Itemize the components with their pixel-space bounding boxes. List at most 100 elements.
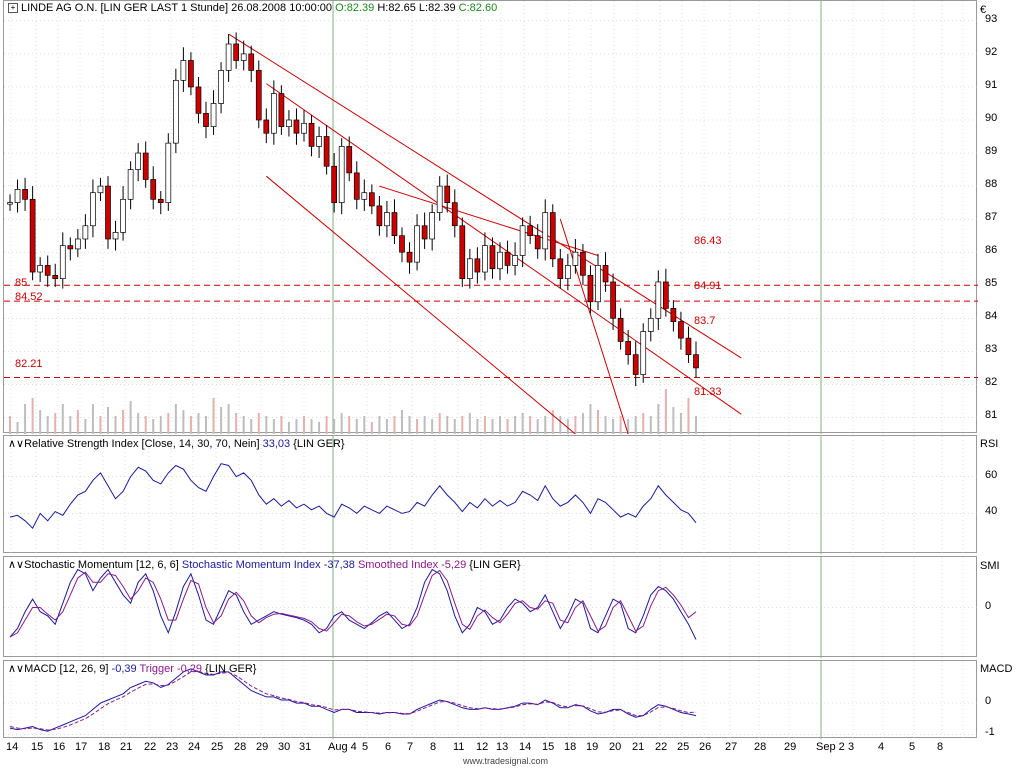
smi-y-axis: 0 bbox=[977, 556, 1024, 657]
candle-body bbox=[240, 53, 247, 61]
x-tick-label: 24 bbox=[188, 741, 201, 753]
candle-body bbox=[361, 192, 368, 200]
candle-body bbox=[308, 122, 315, 147]
candle-body bbox=[331, 165, 338, 203]
volume-bar bbox=[581, 413, 584, 434]
volume-bar bbox=[416, 419, 419, 434]
volume-bar bbox=[348, 416, 351, 434]
x-tick-label: 25 bbox=[211, 741, 224, 753]
volume-bar bbox=[235, 413, 238, 434]
indicator-icon: ∧∨ bbox=[8, 559, 25, 571]
candle-body bbox=[632, 354, 639, 375]
y-tick-label: 84 bbox=[985, 310, 998, 323]
volume-bar bbox=[340, 413, 343, 434]
volume-bar bbox=[363, 416, 366, 434]
candle-body bbox=[512, 255, 518, 266]
y-tick-label: -1 bbox=[985, 726, 995, 739]
x-tick-label: 31 bbox=[299, 741, 312, 753]
candle-body bbox=[142, 152, 149, 180]
open-value: O:82.39 bbox=[335, 2, 375, 14]
level-label-84-52: 84.52 bbox=[15, 291, 43, 303]
volume-bar bbox=[544, 416, 547, 434]
candle-body bbox=[14, 189, 21, 203]
volume-bar bbox=[634, 416, 637, 434]
volume-bar bbox=[627, 419, 630, 434]
candle-body bbox=[127, 169, 134, 200]
volume-bar bbox=[220, 407, 223, 434]
volume-bar bbox=[649, 416, 652, 434]
candle-body bbox=[270, 93, 277, 134]
x-tick-label: 5 bbox=[909, 741, 916, 753]
volume-bar bbox=[242, 416, 245, 434]
candle-body bbox=[662, 281, 669, 309]
x-tick-label: 25 bbox=[677, 741, 690, 753]
candle-body bbox=[399, 235, 405, 253]
candle-body bbox=[444, 185, 451, 203]
x-tick-label: 7 bbox=[407, 741, 414, 753]
volume-bar bbox=[355, 419, 358, 434]
channel-label-84-91: 84.91 bbox=[694, 280, 722, 292]
volume-bar bbox=[159, 416, 162, 434]
smi-suffix: {LIN GER} bbox=[469, 559, 521, 571]
y-tick-label: 82 bbox=[985, 376, 998, 389]
volume-bar bbox=[189, 416, 192, 434]
x-tick-label: 8 bbox=[430, 741, 437, 753]
candle-body bbox=[165, 142, 172, 203]
volume-bar bbox=[438, 413, 441, 434]
x-tick-label: 19 bbox=[586, 741, 599, 753]
x-tick-label: 23 bbox=[166, 741, 179, 753]
candle-body bbox=[557, 258, 564, 279]
y-tick-label: 0 bbox=[985, 599, 992, 612]
volume-bar bbox=[295, 419, 298, 434]
volume-bar bbox=[483, 416, 486, 434]
macd-value: -0,39 bbox=[111, 663, 137, 675]
candle-body bbox=[617, 317, 624, 342]
candle-body bbox=[255, 70, 262, 121]
candle-body bbox=[150, 179, 157, 200]
candle-body bbox=[82, 225, 89, 240]
candle-body bbox=[474, 258, 481, 273]
smi-chart bbox=[4, 557, 978, 658]
smi-axis-name: SMI bbox=[980, 560, 1000, 572]
relative-strength-index-line bbox=[9, 463, 697, 530]
candle-body bbox=[135, 152, 142, 170]
candle-body bbox=[406, 251, 413, 263]
volume-bar bbox=[318, 422, 321, 434]
candle-body bbox=[248, 53, 255, 71]
candle-body bbox=[519, 225, 526, 256]
x-tick-label: 14 bbox=[519, 741, 532, 753]
candle-body bbox=[368, 192, 375, 207]
volume-bar bbox=[212, 398, 215, 434]
candle-body bbox=[44, 265, 51, 276]
volume-bar bbox=[378, 416, 381, 434]
candle-body bbox=[52, 274, 59, 279]
candle-body bbox=[210, 103, 217, 127]
smi-title: ∧∨Stochastic Momentum [12, 6, 6] Stochas… bbox=[8, 558, 521, 571]
volume-bar bbox=[619, 416, 622, 434]
candle-body bbox=[572, 251, 579, 266]
volume-bar bbox=[84, 419, 87, 434]
smi-title-text: Stochastic Momentum [12, 6, 6] bbox=[24, 559, 179, 571]
rsi-title-text: Relative Strength Index [Close, 14, 30, … bbox=[24, 438, 260, 450]
chart-menu-icon[interactable]: + bbox=[8, 3, 18, 14]
x-tick-label: 3 bbox=[848, 741, 855, 753]
candle-body bbox=[436, 185, 443, 213]
volume-bar bbox=[521, 413, 524, 434]
volume-bar bbox=[514, 416, 517, 434]
high-value: H:82.65 bbox=[377, 2, 416, 14]
volume-bar bbox=[91, 404, 94, 434]
low-value: L:82.39 bbox=[418, 2, 456, 14]
x-tick-label: 14 bbox=[6, 741, 19, 753]
y-tick-label: 0 bbox=[985, 695, 992, 708]
y-tick-label: 87 bbox=[985, 211, 998, 224]
macd-line bbox=[9, 668, 697, 732]
volume-bar bbox=[174, 404, 177, 434]
candle-body bbox=[180, 60, 187, 81]
candle-body bbox=[678, 321, 684, 339]
volume-bar bbox=[69, 416, 72, 434]
candle-body bbox=[172, 79, 179, 144]
volume-bar bbox=[551, 410, 554, 434]
volume-bar bbox=[476, 419, 479, 434]
volume-bar bbox=[265, 416, 268, 434]
candle-body bbox=[564, 265, 571, 279]
